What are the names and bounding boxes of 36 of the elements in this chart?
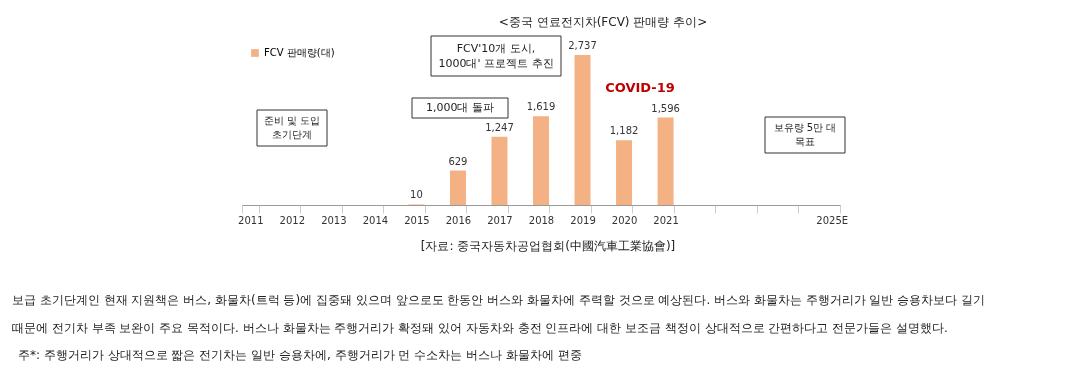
x-tick-label: 2013 [321,214,347,226]
text: [자료: 중국자동차공업협회(中國汽車工業協會)] [420,239,676,253]
x-tick-label: 2018 [528,214,555,226]
x-tick-label: 2017 [487,214,513,226]
x-tick-label: 2014 [362,214,389,226]
bar [491,136,508,205]
chart-title: <중국 연료전지차(FCV) 판매량 추이> [498,15,708,29]
bar [657,117,674,205]
x-tick-label: 2016 [445,214,472,226]
text: 주*: 주행거리가 상대적으로 짧은 전기차는 일반 승용차에, 주행거리가 먼 수소차는 버스나 화물차에 편중 [18,348,582,362]
data-label: 1,619 [526,101,556,113]
legend-label: FCV 판매량(대) [264,47,335,58]
annotation: 1,000대 돌파 [426,101,494,114]
bar [449,170,466,205]
annotation: 보유량 5만 대 목표 [773,122,837,147]
x-tick-label: 2020 [611,214,638,226]
text: 보급 초기단계인 현재 지원책은 버스, 화물차(트럭 등)에 집중돼 있으며 앞으로도 한동안 버스와 화물차에 주력할 것으로 예상된다. 버스와 화물차는 주행거리가 일반 승용차보다 길기 [12,293,986,307]
data-label: 1,182 [609,125,639,137]
data-label: 10 [410,189,423,201]
bar [574,55,591,205]
bar [616,140,633,205]
text: 때문에 전기차 부족 보완이 주요 목적이다. 버스나 화물차는 주행거리가 확정돼 있어 자동차와 충전 인프라에 대한 보조금 책정이 상대적으로 간편하다고 전문가들은 설명했다. [12,321,948,335]
data-label: 1,247 [485,121,514,133]
data-label: 629 [448,155,468,167]
x-tick-label: 2025E [816,214,849,226]
annotation: FCV'10개 도시, 1000대' 프로젝트 추진 [438,41,554,70]
bar [533,116,549,205]
x-tick-label: 2015 [404,214,430,226]
x-tick-label: 2011 [238,214,264,226]
data-label: 1,596 [651,102,680,114]
x-tick-label: 2012 [279,214,306,226]
x-tick-label: 2019 [570,214,596,226]
annotation: COVID-19 [605,80,675,95]
data-label: 2,737 [568,40,597,51]
x-tick-label: 2021 [653,214,679,226]
annotation: 준비 및 도입 초기단계 [263,115,321,140]
